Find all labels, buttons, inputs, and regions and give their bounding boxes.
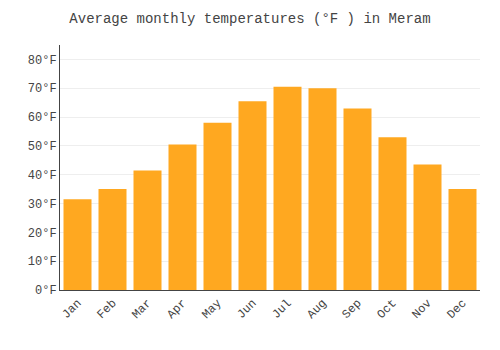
svg-text:Average monthly temperatures (: Average monthly temperatures (°F ) in Me… [69,11,430,27]
svg-text:Aug: Aug [304,297,329,322]
svg-text:70°F: 70°F [28,82,57,96]
svg-text:Feb: Feb [94,297,119,322]
svg-text:Jul: Jul [269,297,294,322]
svg-text:Mar: Mar [129,297,154,322]
svg-text:Oct: Oct [374,297,399,322]
svg-text:Dec: Dec [444,297,469,322]
svg-text:10°F: 10°F [28,255,57,269]
svg-text:Nov: Nov [409,297,434,322]
svg-text:30°F: 30°F [28,198,57,212]
svg-text:Apr: Apr [164,297,189,322]
svg-text:Jun: Jun [234,297,259,322]
svg-text:20°F: 20°F [28,227,57,241]
svg-text:May: May [199,297,224,322]
svg-text:50°F: 50°F [28,140,57,154]
svg-text:Sep: Sep [339,297,364,322]
svg-text:40°F: 40°F [28,169,57,183]
svg-text:Jan: Jan [59,297,84,322]
svg-text:80°F: 80°F [28,54,57,68]
svg-text:0°F: 0°F [35,284,57,298]
svg-text:60°F: 60°F [28,111,57,125]
